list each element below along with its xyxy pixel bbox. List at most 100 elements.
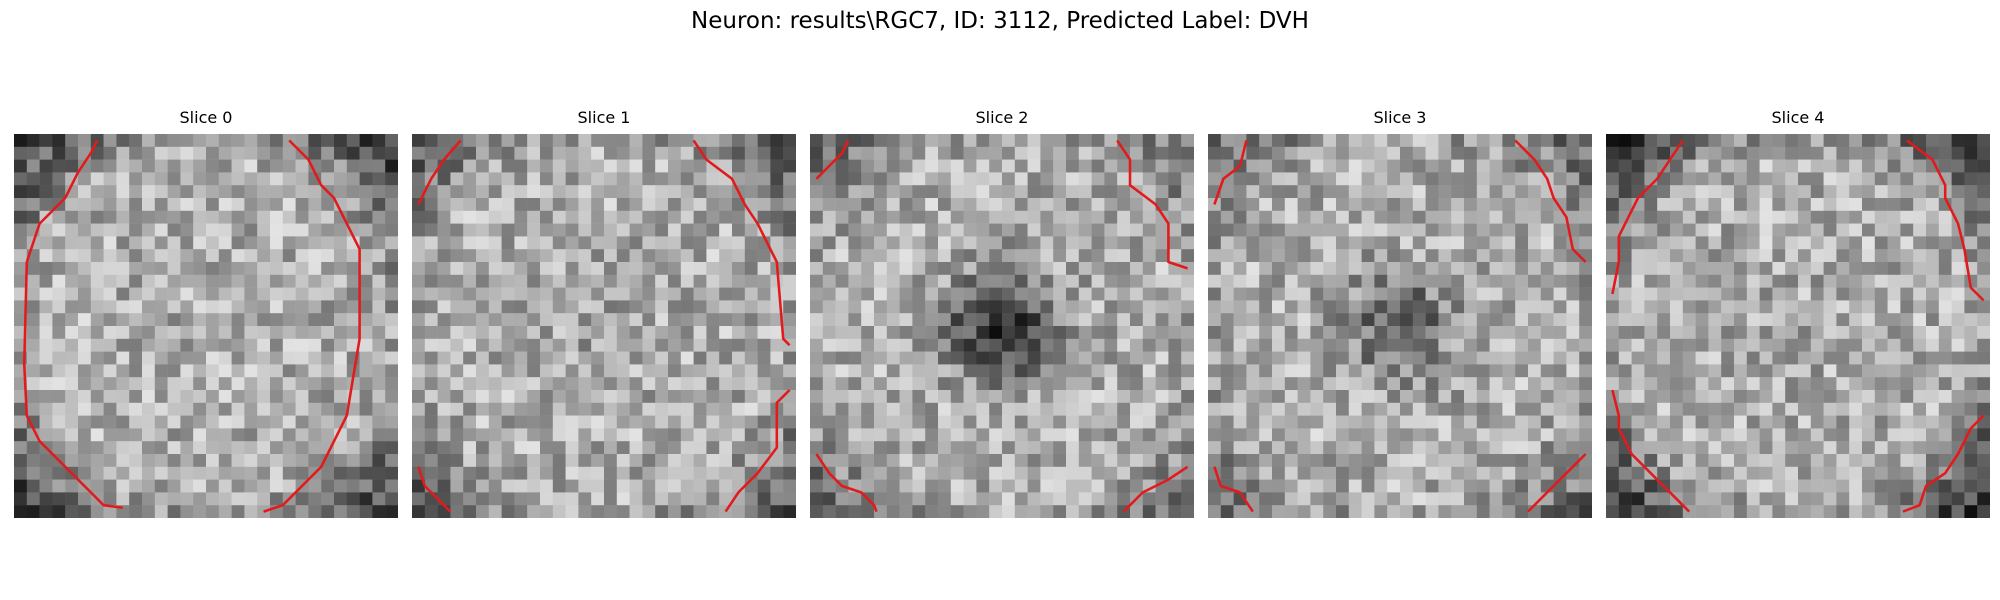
pixel [642,210,656,224]
pixel [1734,479,1748,493]
pixel [257,313,271,327]
pixel [26,441,40,455]
contour-line [815,453,878,513]
pixel [1553,479,1567,493]
pixel [1900,390,1914,404]
pixel [476,402,490,416]
pixel [65,236,79,250]
pixel [321,300,335,314]
pixel [1926,415,1940,429]
pixel [1618,198,1632,212]
pixel [1181,505,1194,518]
pixel [52,262,66,276]
pixel [591,492,605,506]
pixel [1438,300,1452,314]
pixel [1553,236,1567,250]
pixel [1104,505,1118,518]
pixel [142,338,156,352]
pixel [1027,210,1041,224]
pixel [270,415,284,429]
pixel [90,262,104,276]
pixel [1785,274,1799,288]
pixel [1246,351,1260,365]
pixel [14,185,28,199]
pixel [732,134,746,148]
pixel [1476,415,1490,429]
pixel [1644,198,1658,212]
pixel [783,146,796,160]
pixel [39,159,53,173]
pixel [1798,338,1812,352]
pixel [925,210,939,224]
pixel [346,338,360,352]
pixel [142,146,156,160]
pixel [668,402,682,416]
pixel [476,134,490,148]
pixel [1400,172,1414,186]
pixel [1964,326,1978,340]
pixel [1104,274,1118,288]
pixel [591,159,605,173]
pixel [1451,198,1465,212]
pixel [206,198,220,212]
pixel [180,287,194,301]
pixel [938,415,952,429]
pixel [295,172,309,186]
pixel [308,326,322,340]
pixel [616,479,630,493]
pixel [1233,479,1247,493]
pixel [1836,274,1850,288]
pixel [1708,236,1722,250]
pixel [1438,210,1452,224]
pixel [950,454,964,468]
pixel [629,466,643,480]
pixel [950,326,964,340]
pixel [359,210,373,224]
pixel [552,505,566,518]
pixel [668,505,682,518]
pixel [1297,505,1311,518]
pixel [1695,492,1709,506]
pixel [1489,338,1503,352]
pixel [1913,402,1927,416]
pixel [1887,185,1901,199]
pixel [231,415,245,429]
pixel [78,300,92,314]
pixel [1566,351,1580,365]
pixel [1657,428,1671,442]
pixel [1323,287,1337,301]
pixel [52,466,66,480]
pixel [488,492,502,506]
pixel [912,454,926,468]
pixel [1670,415,1684,429]
pixel [1977,198,1990,212]
pixel [604,479,618,493]
pixel [142,415,156,429]
pixel [1938,364,1952,378]
pixel [437,185,451,199]
pixel [578,326,592,340]
pixel [1272,287,1286,301]
pixel [1734,134,1748,148]
pixel [346,159,360,173]
pixel [116,287,130,301]
pixel [412,492,426,506]
pixel [154,492,168,506]
pixel [899,415,913,429]
pixel [1233,390,1247,404]
pixel [257,326,271,340]
pixel [1502,313,1516,327]
pixel [78,338,92,352]
pixel [1734,377,1748,391]
pixel [1785,159,1799,173]
pixel [385,262,398,276]
pixel [1657,441,1671,455]
pixel [52,300,66,314]
pixel [861,210,875,224]
pixel [693,390,707,404]
pixel [706,351,720,365]
pixel [540,466,554,480]
pixel [1823,479,1837,493]
pixel [1721,351,1735,365]
pixel [1631,134,1645,148]
